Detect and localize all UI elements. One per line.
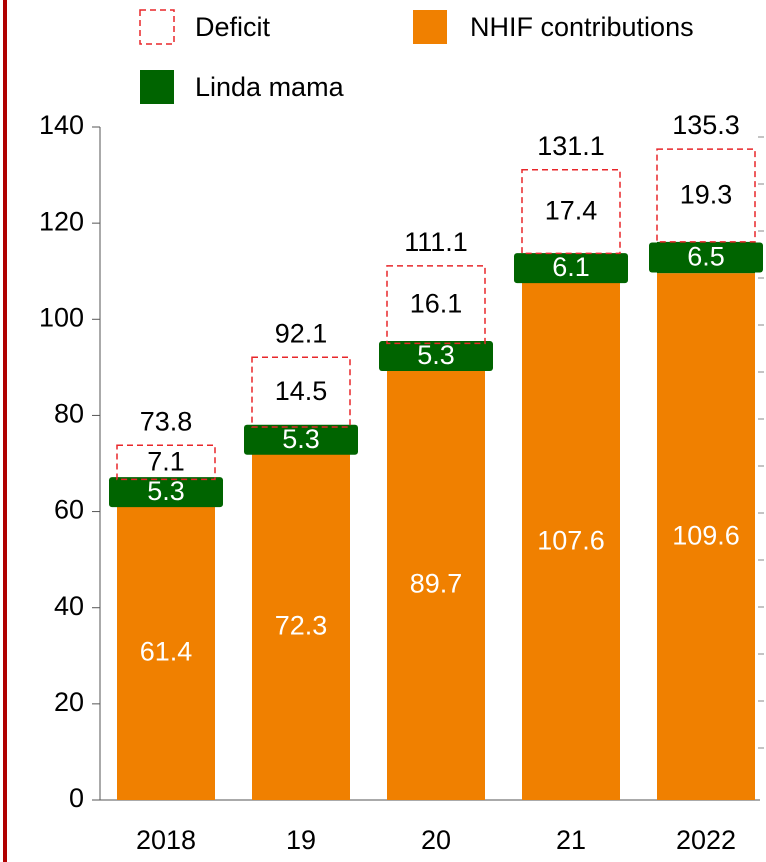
value-label: 5.3: [282, 424, 320, 454]
x-tick-label: 2022: [676, 825, 736, 855]
value-label: 16.1: [410, 289, 463, 319]
y-tick-label: 40: [54, 591, 84, 621]
value-label: 89.7: [410, 569, 463, 599]
bar-segment: [522, 282, 620, 800]
value-label: 14.5: [275, 376, 328, 406]
total-label: 131.1: [537, 131, 605, 161]
x-tick-label: 19: [286, 825, 316, 855]
y-tick-label: 80: [54, 399, 84, 429]
y-tick-label: 20: [54, 687, 84, 717]
legend-swatch: [139, 9, 175, 45]
value-label: 7.1: [147, 446, 185, 476]
legend-label: NHIF contributions: [470, 12, 694, 42]
bar-segment: [387, 368, 485, 800]
y-tick-label: 140: [39, 110, 84, 140]
value-label: 61.4: [140, 637, 193, 667]
total-label: 135.3: [672, 110, 740, 140]
total-label: 73.8: [140, 406, 193, 436]
y-tick-label: 60: [54, 495, 84, 525]
deficit-segment: [656, 148, 756, 243]
label-background: [649, 242, 763, 273]
value-label: 5.3: [417, 340, 455, 370]
x-tick-label: 21: [556, 825, 586, 855]
legend-label: Deficit: [195, 12, 271, 42]
value-label: 72.3: [275, 610, 328, 640]
value-label: 5.3: [147, 476, 185, 506]
deficit-segment: [251, 356, 351, 428]
value-label: 109.6: [672, 521, 740, 551]
total-label: 111.1: [404, 227, 468, 257]
legend-swatch: [413, 10, 447, 44]
value-label: 6.1: [552, 252, 590, 282]
legend-swatch: [140, 70, 174, 104]
value-label: 107.6: [537, 526, 605, 556]
label-background: [514, 253, 628, 284]
bar-segment: [657, 273, 755, 800]
value-label: 6.5: [687, 242, 725, 272]
label-background: [379, 341, 493, 372]
deficit-segment: [116, 444, 216, 481]
label-background: [109, 477, 223, 508]
total-label: 92.1: [275, 318, 328, 348]
deficit-segment: [386, 265, 486, 345]
x-tick-label: 20: [421, 825, 451, 855]
y-tick-label: 120: [39, 206, 84, 236]
deficit-segment: [521, 169, 621, 255]
bar-segment: [252, 452, 350, 800]
y-tick-label: 100: [39, 302, 84, 332]
legend-label: Linda mama: [195, 72, 345, 102]
label-background: [244, 424, 358, 455]
value-label: 19.3: [680, 180, 733, 210]
value-label: 17.4: [545, 196, 598, 226]
bar-segment: [117, 504, 215, 800]
x-tick-label: 2018: [136, 825, 196, 855]
y-tick-label: 0: [69, 783, 84, 813]
